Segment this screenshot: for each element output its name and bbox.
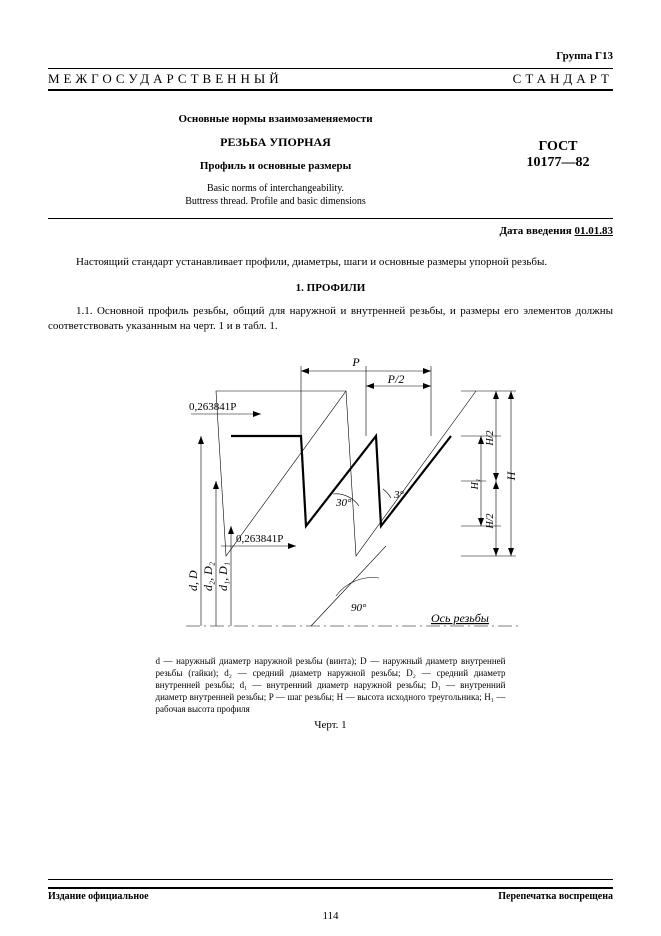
label-coef-bot: 0,263841P (236, 533, 283, 545)
p-1-1: 1.1. Основной профиль резьбы, общий для … (48, 304, 613, 334)
label-90: 90° (351, 602, 367, 614)
group-code: Группа Г13 (48, 50, 613, 62)
header-left: Основные нормы взаимозаменяемости РЕЗЬБА… (48, 109, 503, 208)
label-d2D2: d₂, D₂ (201, 562, 215, 591)
std-code-2: 10177—82 (503, 155, 613, 171)
thread-profile-svg: P P/2 0,263841P 0,263841P 30° 3° 90° Ось… (121, 346, 541, 646)
footer-rule (48, 879, 613, 880)
footer: Издание официальное Перепечатка воспреще… (48, 887, 613, 902)
label-H1: H₁ (470, 478, 481, 490)
label-H2b: H/2 (485, 513, 496, 529)
banner-left: МЕЖГОСУДАРСТВЕННЫЙ (48, 71, 283, 87)
label-axis: Ось резьбы (431, 611, 489, 625)
intro-date: Дата введения 01.01.83 (48, 225, 613, 237)
label-H: H (504, 470, 518, 481)
intro-date-value: 01.01.83 (575, 225, 614, 237)
header-std-code: ГОСТ 10177—82 (503, 109, 613, 208)
banner-right: СТАНДАРТ (513, 71, 613, 87)
header-eng2: Buttress thread. Profile and basic dimen… (78, 195, 473, 208)
page-number: 114 (0, 910, 661, 922)
diagram-legend: d — наружный диаметр наружной резьбы (ви… (156, 655, 506, 716)
label-H2a: H/2 (485, 430, 496, 446)
header-eng1: Basic norms of interchangeability. (78, 182, 473, 195)
figure-label: Черт. 1 (48, 719, 613, 731)
footer-right: Перепечатка воспрещена (498, 891, 613, 902)
header-block: Основные нормы взаимозаменяемости РЕЗЬБА… (48, 109, 613, 219)
label-P: P (351, 355, 360, 369)
footer-left: Издание официальное (48, 891, 149, 902)
std-code-1: ГОСТ (503, 139, 613, 155)
label-d1D1: d₁, D₁ (216, 562, 230, 591)
header-line3: Профиль и основные размеры (78, 160, 473, 172)
section-1-heading: 1. ПРОФИЛИ (48, 282, 613, 294)
header-line1: Основные нормы взаимозаменяемости (78, 113, 473, 125)
banner: МЕЖГОСУДАРСТВЕННЫЙ СТАНДАРТ (48, 68, 613, 91)
label-3: 3° (393, 489, 405, 501)
intro-date-label: Дата введения (499, 225, 571, 237)
page: Группа Г13 МЕЖГОСУДАРСТВЕННЫЙ СТАНДАРТ О… (0, 0, 661, 936)
label-30: 30° (335, 497, 352, 509)
label-P2: P/2 (386, 372, 404, 386)
intro-text: Настоящий стандарт устанавливает профили… (48, 255, 613, 270)
label-coef-top: 0,263841P (189, 401, 236, 413)
header-line2: РЕЗЬБА УПОРНАЯ (78, 135, 473, 150)
diagram: P P/2 0,263841P 0,263841P 30° 3° 90° Ось… (48, 346, 613, 649)
label-dD: d, D (186, 570, 200, 591)
